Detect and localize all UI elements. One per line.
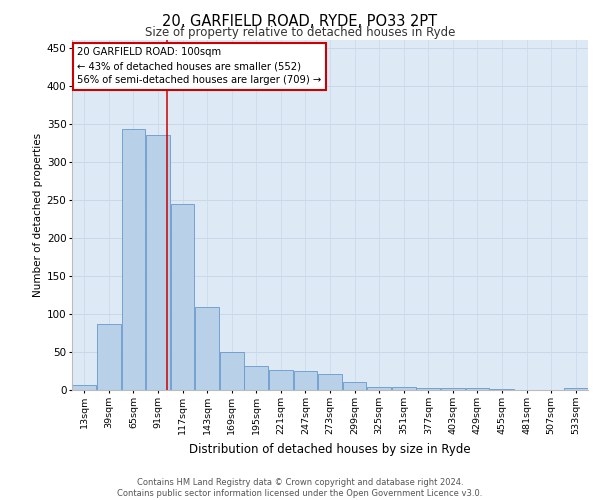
Bar <box>146 135 170 390</box>
Bar <box>466 388 490 390</box>
Bar <box>367 387 391 390</box>
Bar <box>122 129 145 390</box>
Bar <box>170 204 194 390</box>
Bar <box>564 388 587 390</box>
Text: Distribution of detached houses by size in Ryde: Distribution of detached houses by size … <box>189 442 471 456</box>
Bar <box>293 371 317 390</box>
Bar <box>244 366 268 390</box>
Bar <box>97 324 121 390</box>
Text: Contains HM Land Registry data © Crown copyright and database right 2024.
Contai: Contains HM Land Registry data © Crown c… <box>118 478 482 498</box>
Bar <box>441 388 465 390</box>
Bar <box>416 388 440 390</box>
Text: 20 GARFIELD ROAD: 100sqm
← 43% of detached houses are smaller (552)
56% of semi-: 20 GARFIELD ROAD: 100sqm ← 43% of detach… <box>77 47 322 85</box>
Bar <box>269 370 293 390</box>
Bar <box>220 352 244 390</box>
Bar <box>318 374 342 390</box>
Bar <box>195 307 219 390</box>
Text: Size of property relative to detached houses in Ryde: Size of property relative to detached ho… <box>145 26 455 39</box>
Y-axis label: Number of detached properties: Number of detached properties <box>32 133 43 297</box>
Bar <box>392 387 416 390</box>
Bar <box>73 386 96 390</box>
Bar <box>343 382 367 390</box>
Text: 20, GARFIELD ROAD, RYDE, PO33 2PT: 20, GARFIELD ROAD, RYDE, PO33 2PT <box>163 14 437 29</box>
Bar <box>490 389 514 390</box>
